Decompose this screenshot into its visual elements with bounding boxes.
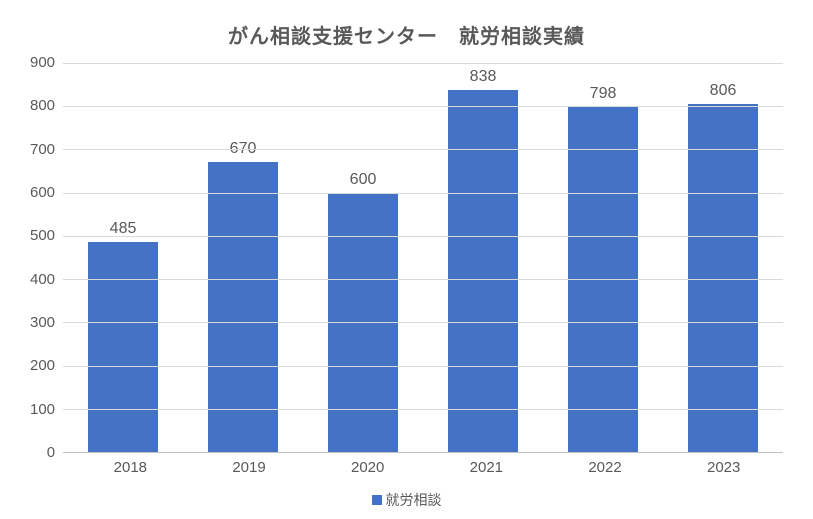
bar [88,242,158,452]
bar-value-label: 798 [590,85,617,103]
bar [688,104,758,452]
x-tick: 2020 [308,459,427,476]
gridline [63,409,783,410]
bar [448,90,518,452]
gridline [63,322,783,323]
gridline [63,236,783,237]
bar-chart: がん相談支援センター 就労相談実績 9008007006005004003002… [0,0,813,519]
x-tick: 2021 [427,459,546,476]
legend-label: 就労相談 [386,492,442,508]
gridline [63,366,783,367]
bar-slot: 838 [423,63,543,452]
gridline [63,106,783,107]
plot-area-wrap: 9008007006005004003002001000 485670 600 83… [30,63,783,453]
bar-slot: 670 [183,63,303,452]
gridline [63,279,783,280]
chart-title: がん相談支援センター 就労相談実績 [30,20,783,49]
bar-slot: 600 [303,63,423,452]
bar-value-label: 838 [470,68,497,86]
x-tick: 2019 [190,459,309,476]
x-tick: 2023 [664,459,783,476]
x-axis-row: 201820192020202120222023 [30,453,783,476]
x-axis: 201820192020202120222023 [71,453,783,476]
legend: 就労相談 [30,490,783,510]
x-tick: 2022 [546,459,665,476]
bar-value-label: 806 [710,82,737,100]
plot-area: 485670 600 838 798 806 [63,63,783,453]
bar-value-label: 600 [350,171,377,189]
x-tick: 2018 [71,459,190,476]
bars-group: 485670 600 838 798 806 [63,63,783,452]
legend-swatch [372,495,382,505]
gridline [63,149,783,150]
bar-slot: 485 [63,63,183,452]
bar-slot: 806 [663,63,783,452]
bar-slot: 798 [543,63,663,452]
y-axis: 9008007006005004003002001000 [30,63,63,453]
y-axis-spacer [30,453,71,476]
gridline [63,63,783,64]
gridline [63,193,783,194]
